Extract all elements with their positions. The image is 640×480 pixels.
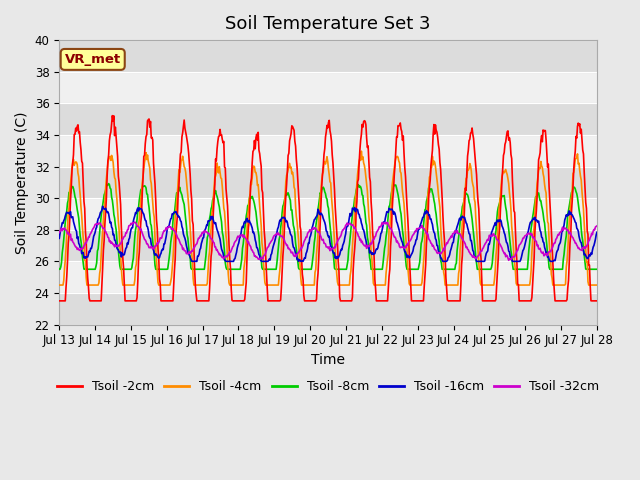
Line: Tsoil -16cm: Tsoil -16cm [60, 206, 597, 261]
Bar [60, 293, 597, 324]
Tsoil -2cm [56, 298, 63, 304]
Tsoil -32cm [56, 229, 63, 235]
Legend: Tsoil -2cm, Tsoil -4cm, Tsoil -8cm, Tsoil -16cm, Tsoil -32cm: Tsoil -2cm, Tsoil -4cm, Tsoil -8cm, Tsoi… [52, 375, 604, 398]
Tsoil -8cm [394, 192, 402, 198]
Line: Tsoil -4cm: Tsoil -4cm [60, 151, 597, 285]
Tsoil -4cm [120, 282, 128, 288]
Tsoil -32cm [176, 239, 184, 244]
Y-axis label: Soil Temperature (C): Soil Temperature (C) [15, 111, 29, 253]
Tsoil -32cm [120, 234, 128, 240]
Tsoil -2cm [121, 298, 129, 304]
Tsoil -8cm [593, 266, 601, 272]
Tsoil -8cm [56, 266, 63, 272]
Tsoil -8cm [204, 232, 212, 238]
Tsoil -4cm [358, 148, 365, 154]
Tsoil -2cm [593, 298, 601, 304]
Tsoil -16cm [189, 258, 196, 264]
Tsoil -32cm [131, 219, 139, 225]
Tsoil -16cm [411, 242, 419, 248]
Tsoil -4cm [175, 167, 183, 173]
Tsoil -16cm [121, 249, 129, 254]
X-axis label: Time: Time [311, 353, 345, 367]
Tsoil -32cm [394, 240, 402, 246]
Tsoil -16cm [56, 236, 63, 241]
Tsoil -16cm [65, 210, 73, 216]
Tsoil -16cm [205, 218, 212, 224]
Bar [60, 167, 597, 198]
Tsoil -8cm [65, 190, 73, 195]
Bar [60, 103, 597, 135]
Tsoil -16cm [593, 229, 601, 235]
Tsoil -8cm [105, 181, 113, 187]
Tsoil -16cm [99, 204, 106, 209]
Tsoil -32cm [410, 231, 417, 237]
Line: Tsoil -8cm: Tsoil -8cm [60, 184, 597, 269]
Line: Tsoil -2cm: Tsoil -2cm [60, 116, 597, 301]
Tsoil -2cm [65, 233, 73, 239]
Tsoil -8cm [121, 266, 129, 272]
Tsoil -32cm [505, 257, 513, 263]
Tsoil -4cm [593, 282, 601, 288]
Tsoil -32cm [593, 223, 601, 229]
Tsoil -2cm [410, 298, 417, 304]
Tsoil -2cm [204, 298, 212, 304]
Text: VR_met: VR_met [65, 53, 121, 66]
Tsoil -16cm [395, 226, 403, 231]
Tsoil -32cm [204, 231, 212, 237]
Tsoil -4cm [204, 280, 211, 286]
Tsoil -2cm [176, 164, 184, 169]
Tsoil -4cm [65, 205, 73, 211]
Bar [60, 40, 597, 72]
Tsoil -16cm [176, 215, 184, 221]
Tsoil -8cm [176, 184, 184, 190]
Bar [60, 230, 597, 261]
Line: Tsoil -32cm: Tsoil -32cm [60, 222, 597, 260]
Tsoil -8cm [410, 266, 417, 272]
Tsoil -4cm [394, 155, 402, 160]
Tsoil -2cm [394, 123, 402, 129]
Title: Soil Temperature Set 3: Soil Temperature Set 3 [225, 15, 431, 33]
Tsoil -2cm [109, 113, 116, 119]
Tsoil -4cm [56, 282, 63, 288]
Tsoil -4cm [410, 282, 417, 288]
Tsoil -32cm [65, 231, 73, 237]
